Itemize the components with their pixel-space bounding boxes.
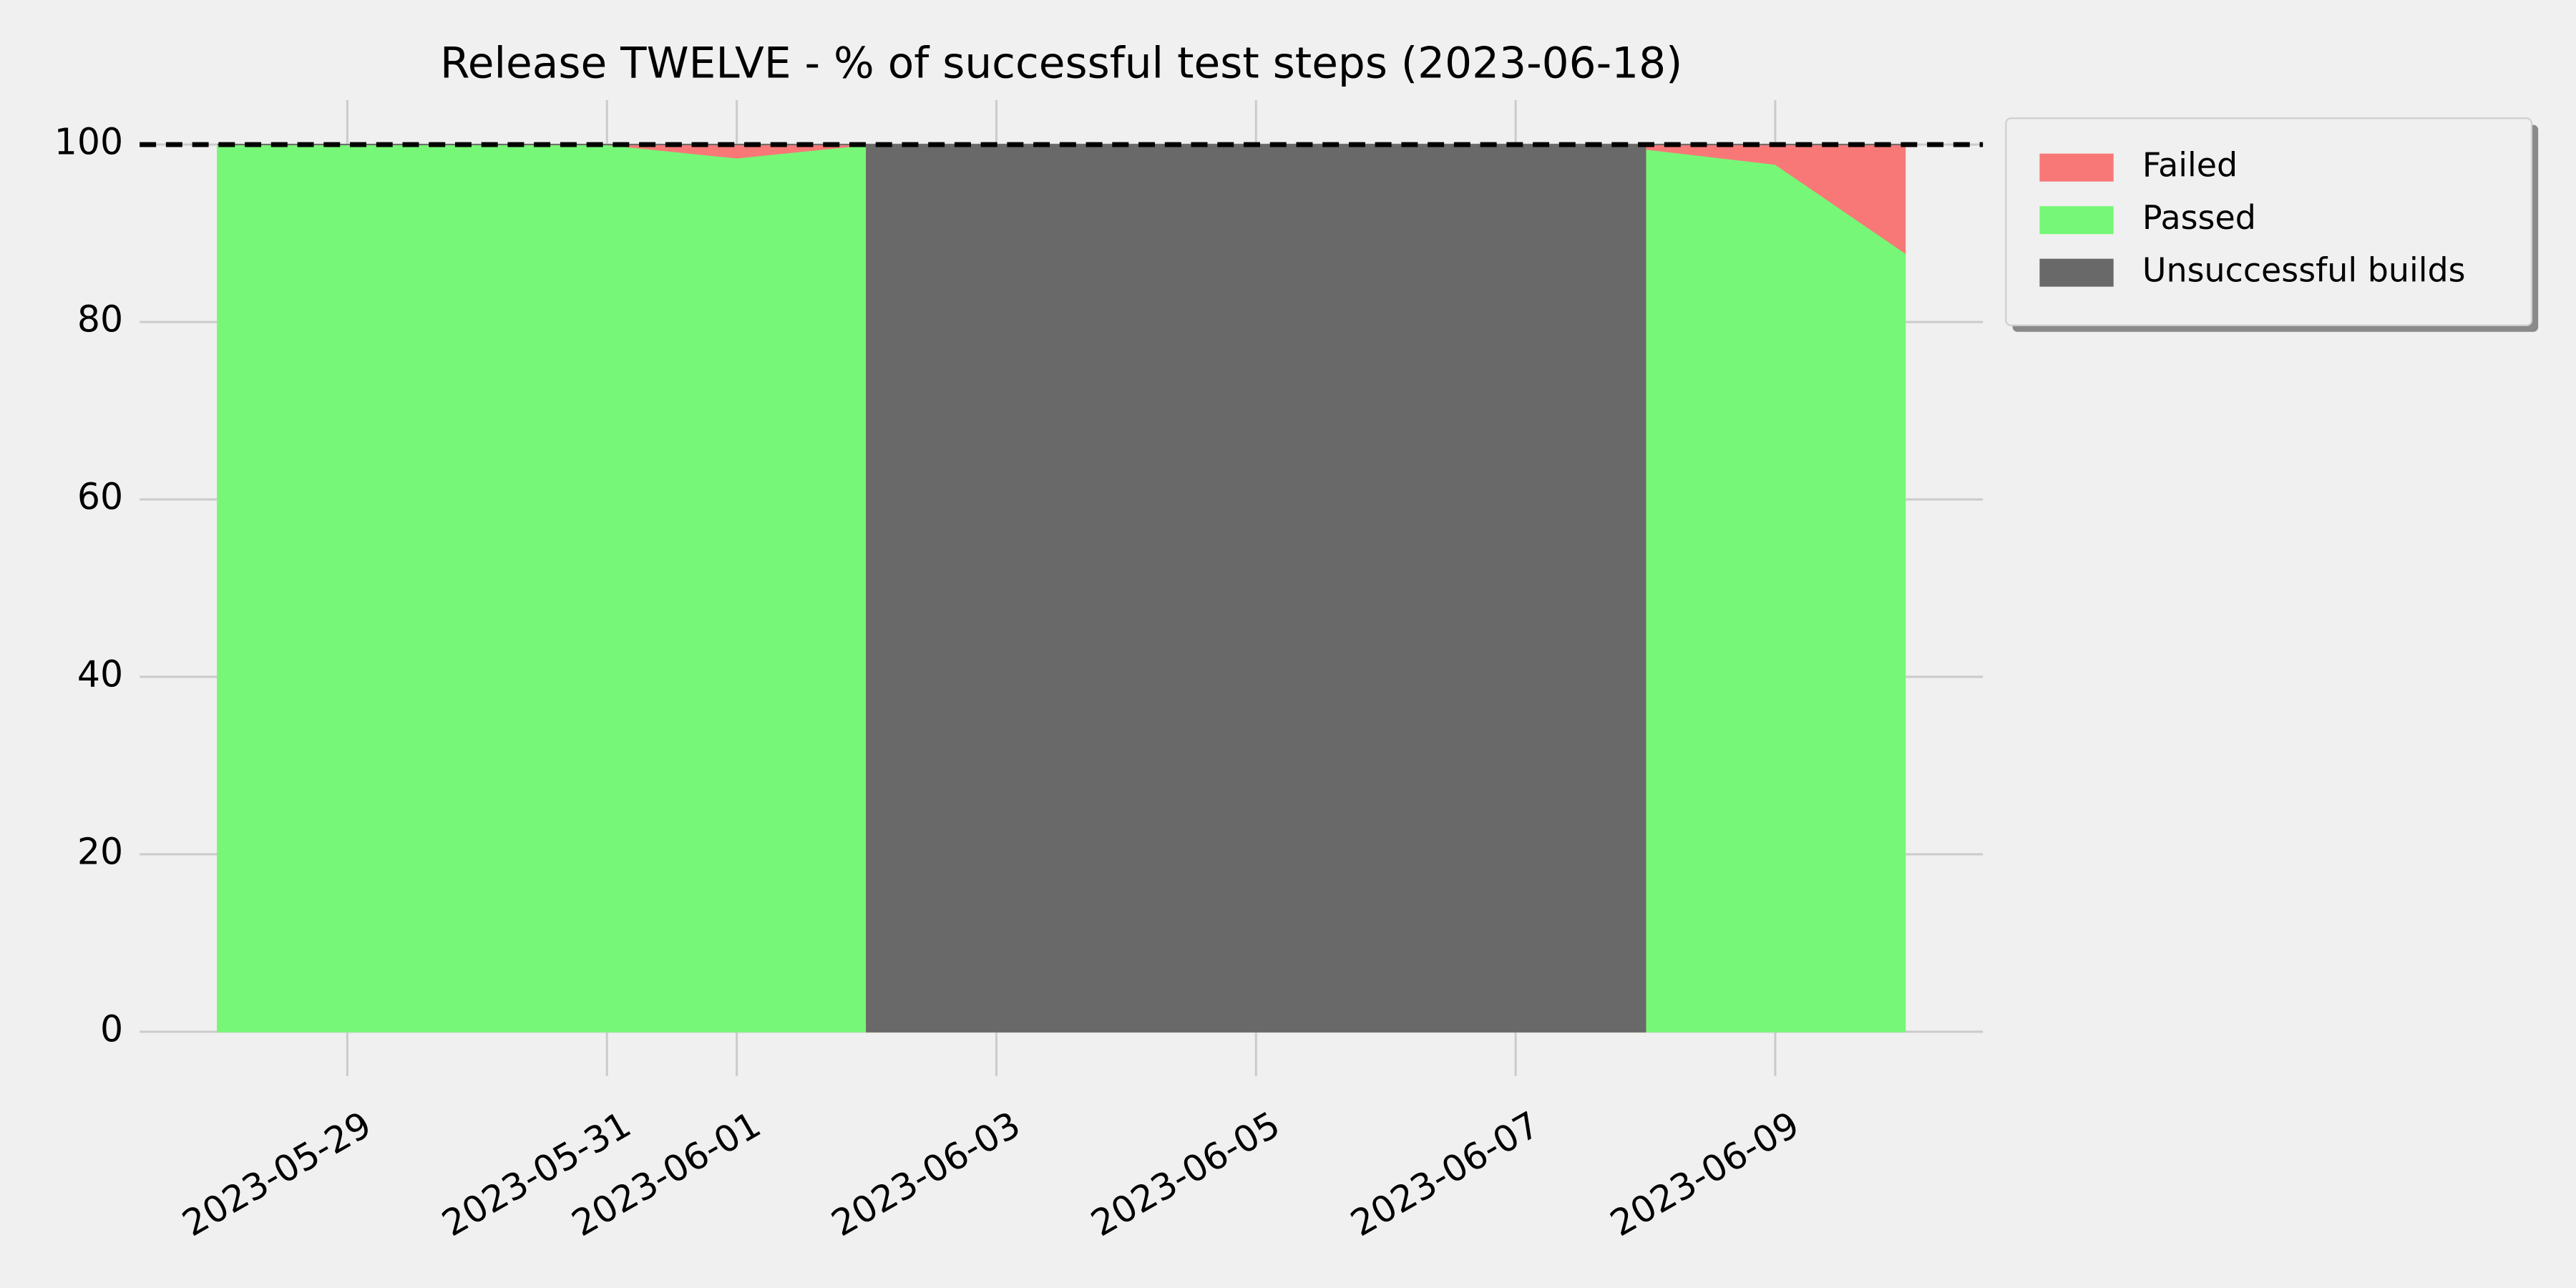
legend: Failed Passed Unsuccessful builds	[2005, 117, 2539, 332]
y-tick-label: 40	[77, 653, 123, 695]
y-tick-label: 80	[77, 298, 123, 341]
legend-swatch	[2039, 206, 2114, 235]
legend-swatch	[2039, 258, 2114, 287]
legend-label: Passed	[2142, 198, 2256, 237]
legend-label: Unsuccessful builds	[2142, 251, 2466, 290]
y-tick-label: 100	[54, 121, 123, 163]
legend-box	[2005, 117, 2533, 326]
y-tick-label: 60	[77, 475, 123, 517]
legend-swatch	[2039, 153, 2114, 182]
legend-label: Failed	[2142, 146, 2238, 185]
y-tick-label: 20	[77, 830, 123, 872]
chart-title: Release TWELVE - % of successful test st…	[440, 39, 1682, 88]
y-tick-label: 0	[100, 1008, 123, 1050]
